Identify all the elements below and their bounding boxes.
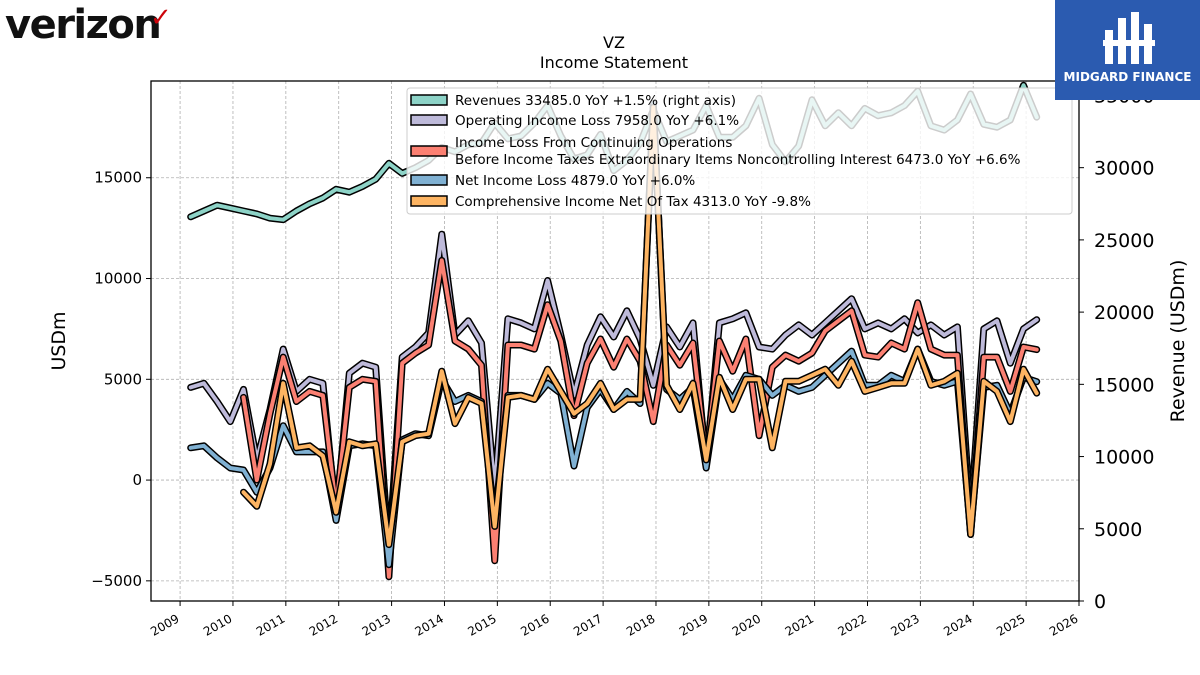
midgard-mark-icon (1103, 12, 1155, 64)
legend-label: Operating Income Loss 7958.0 YoY +6.1% (455, 113, 739, 129)
midgard-finance-logo: MIDGARD FINANCE (1055, 0, 1200, 100)
y2-tick-label: 15000 (1094, 374, 1154, 396)
y2-axis-label: Revenue (USDm) (1167, 260, 1189, 423)
x-tick-label: 2024 (941, 611, 974, 638)
legend-swatch (410, 174, 448, 186)
y2-tick-label: 30000 (1094, 158, 1154, 180)
y2-tick-label: 5000 (1094, 519, 1142, 541)
y-axis-label: USDm (48, 311, 70, 370)
legend-swatch (410, 145, 448, 157)
chart-title: VZ (603, 33, 625, 52)
legend-box (406, 87, 1073, 215)
x-tick-label: 2009 (148, 611, 181, 638)
x-tick-label: 2010 (201, 611, 234, 638)
y-tick-label: −5000 (91, 572, 142, 590)
x-tick-label: 2015 (465, 611, 498, 638)
legend-label: Comprehensive Income Net Of Tax 4313.0 Y… (455, 194, 811, 210)
x-tick-label: 2012 (307, 611, 340, 638)
x-tick-label: 2025 (994, 611, 1027, 638)
x-tick-label: 2016 (518, 611, 551, 638)
y2-tick-label: 0 (1094, 591, 1106, 613)
x-tick-label: 2011 (254, 611, 287, 638)
series-line (241, 258, 1039, 579)
logo-check-icon: ✓ (150, 3, 172, 33)
y-tick-label: 15000 (94, 169, 142, 187)
x-tick-label: 2021 (783, 611, 816, 638)
y2-tick-label: 25000 (1094, 230, 1154, 252)
x-tick-label: 2018 (624, 611, 657, 638)
legend-swatch (410, 114, 448, 126)
x-tick-label: 2022 (836, 611, 869, 638)
legend-swatch (410, 94, 448, 106)
logo-wordmark: verizon (5, 2, 160, 48)
axis-ticks: 2009 2010 2011 2012 2013 2014 2015 2016 2017 2018… (91, 85, 1154, 638)
y2-tick-label: 20000 (1094, 302, 1154, 324)
chart-subtitle: Income Statement (540, 53, 688, 72)
x-tick-label: 2020 (730, 611, 763, 638)
x-tick-label: 2023 (888, 611, 921, 638)
legend-swatch (410, 195, 448, 207)
series-line (241, 105, 1039, 547)
legend-label: Income Loss From Continuing Operations (455, 135, 732, 151)
midgard-finance-name: MIDGARD FINANCE (1063, 70, 1192, 84)
legend-label: Net Income Loss 4879.0 YoY +6.0% (455, 173, 695, 189)
y-tick-label: 10000 (94, 270, 142, 288)
legend-label: Revenues 33485.0 YoY +1.5% (right axis) (455, 93, 736, 109)
y-tick-label: 0 (132, 471, 142, 489)
x-tick-label: 2014 (413, 611, 446, 638)
chart-legend: Revenues 33485.0 YoY +1.5% (right axis) O… (406, 87, 1073, 215)
x-tick-label: 2019 (677, 611, 710, 638)
plot-frame (150, 80, 1080, 602)
x-tick-label: 2017 (571, 611, 604, 638)
x-tick-label: 2013 (360, 611, 393, 638)
verizon-logo: verizon ✓ (5, 2, 172, 48)
y-tick-label: 5000 (104, 370, 142, 388)
y2-tick-label: 10000 (1094, 447, 1154, 469)
x-tick-label: 2026 (1047, 611, 1080, 638)
legend-label: Before Income Taxes Extraordinary Items … (455, 152, 1021, 168)
